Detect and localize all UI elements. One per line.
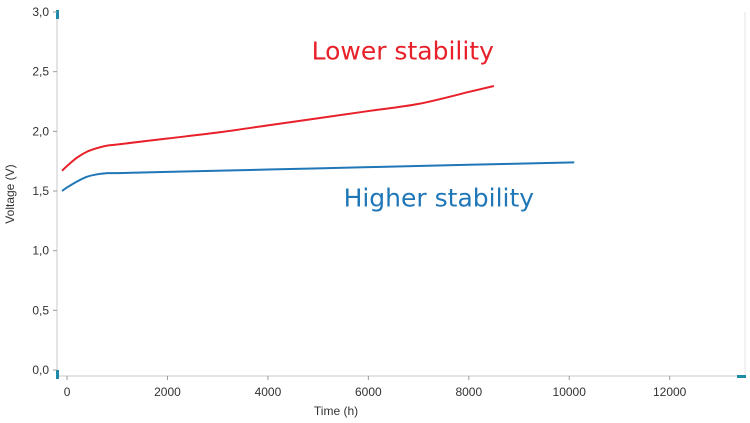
plot-frame xyxy=(56,10,746,379)
y-tick-label: 2,0 xyxy=(32,124,49,138)
x-axis-title: Time (h) xyxy=(314,404,358,418)
x-axis-ticks: 0 2000 4000 6000 8000 10000 12000 xyxy=(64,376,687,399)
y-tick-label: 0,5 xyxy=(32,303,49,317)
series-layer xyxy=(61,85,575,192)
x-tick-label: 6000 xyxy=(355,385,382,399)
x-tick-label: 10000 xyxy=(553,385,587,399)
x-tick-label: 0 xyxy=(64,385,71,399)
y-tick-label: 3,0 xyxy=(32,5,49,19)
y-axis-title: Voltage (V) xyxy=(3,164,17,223)
x-tick-label: 2000 xyxy=(154,385,181,399)
y-axis-ticks: 0,0 0,5 1,0 1,5 2,0 2,5 3,0 xyxy=(32,5,57,377)
y-axis-top-handle xyxy=(56,10,59,19)
y-tick-label: 2,5 xyxy=(32,65,49,79)
annotation-label-2: Higher stability xyxy=(344,184,535,213)
annotation-label-1: Lower stability xyxy=(312,37,494,66)
y-tick-label: 1,5 xyxy=(32,184,49,198)
y-axis-bottom-handle xyxy=(56,370,59,379)
y-tick-label: 0,0 xyxy=(32,363,49,377)
series-line-2 xyxy=(61,161,575,192)
y-tick-label: 1,0 xyxy=(32,244,49,258)
x-axis-right-handle xyxy=(737,375,746,378)
x-tick-label: 4000 xyxy=(255,385,282,399)
x-tick-label: 12000 xyxy=(653,385,687,399)
series-line-1 xyxy=(61,85,495,172)
annotation-layer: Lower stability Higher stability xyxy=(312,37,535,213)
x-tick-label: 8000 xyxy=(455,385,482,399)
